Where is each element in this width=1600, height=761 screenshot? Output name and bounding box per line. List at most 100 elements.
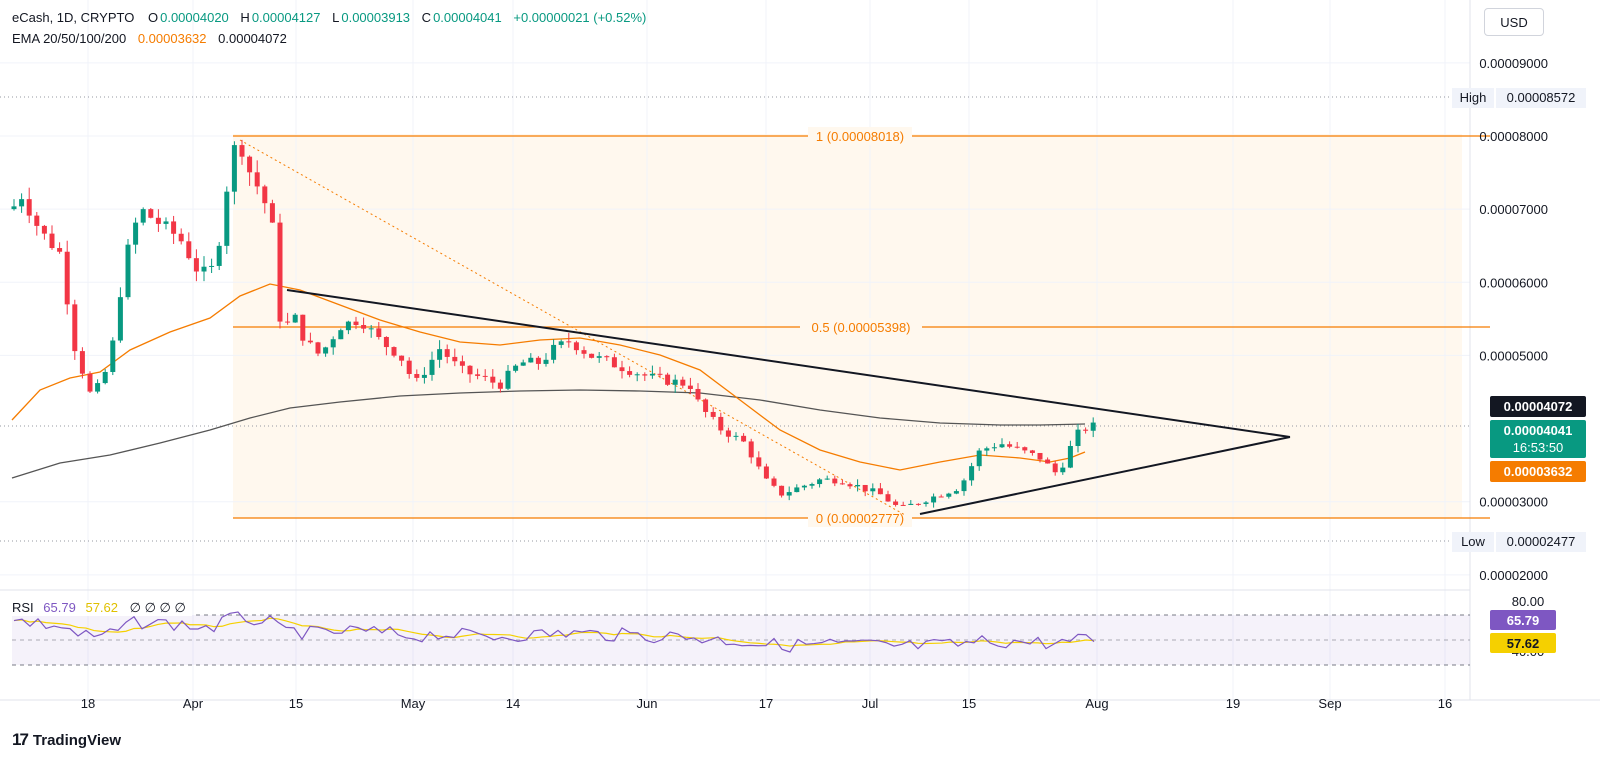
- currency-button[interactable]: USD: [1484, 8, 1544, 36]
- candle: [1083, 427, 1089, 434]
- svg-text:Low: Low: [1461, 534, 1485, 549]
- candle: [832, 475, 838, 487]
- high-value-legend: 0.00004127: [251, 10, 321, 25]
- candle: [573, 340, 579, 355]
- symbol-info[interactable]: eCash, 1D, CRYPTO: [12, 10, 135, 25]
- rsi-label[interactable]: RSI: [12, 600, 34, 615]
- candle: [368, 325, 374, 338]
- rsi-pane: 80.00 40.00 65.79 57.62: [12, 594, 1556, 666]
- candle: [376, 322, 382, 340]
- candle: [444, 344, 450, 364]
- candle: [1007, 441, 1013, 449]
- price-tick-2: 0.00007000: [1479, 202, 1548, 217]
- candle: [148, 207, 154, 219]
- ohlc-legend: eCash, 1D, CRYPTO O 0.00004020 H 0.0000412…: [12, 10, 647, 25]
- candle: [1045, 457, 1051, 464]
- rsi-line: [13, 611, 1095, 653]
- price-tick-0: 0.00009000: [1479, 56, 1548, 71]
- time-tick-2: 15: [289, 696, 303, 711]
- candle: [733, 432, 739, 441]
- candle: [984, 446, 990, 456]
- candle: [262, 184, 268, 214]
- candle: [269, 199, 275, 223]
- high-marker: High 0.00008572: [1452, 88, 1586, 108]
- triangle-upper-line: [286, 289, 1291, 438]
- candle: [201, 256, 207, 282]
- candle: [399, 355, 405, 367]
- rsi-ma-tag: [1490, 633, 1556, 653]
- candle: [323, 346, 329, 357]
- candle: [95, 379, 101, 394]
- candle: [64, 240, 70, 315]
- time-axis[interactable]: 18 Apr 15 May 14 Jun 17 Jul 15 Aug 19 Sep 16: [81, 696, 1452, 711]
- candle: [885, 490, 891, 502]
- time-tick-5: Jun: [637, 696, 658, 711]
- tradingview-logo-icon: 17: [12, 730, 29, 749]
- candle: [361, 317, 367, 334]
- candle: [649, 365, 655, 379]
- candle: [216, 242, 222, 271]
- brand-name: TradingView: [32, 731, 122, 749]
- rsi-value: 65.79: [43, 600, 76, 615]
- candle: [801, 484, 807, 491]
- candle: [786, 486, 792, 501]
- time-tick-9: Aug: [1085, 696, 1108, 711]
- close-value: 0.00004041: [433, 10, 502, 25]
- candle: [497, 379, 503, 393]
- candle: [847, 482, 853, 489]
- time-tick-4: 14: [506, 696, 520, 711]
- candle: [794, 484, 800, 493]
- ema-label[interactable]: EMA 20/50/100/200: [12, 31, 127, 46]
- svg-text:High: High: [1460, 90, 1487, 105]
- candle: [1052, 460, 1058, 476]
- candle: [817, 478, 823, 488]
- tradingview-brand[interactable]: 17 TradingView: [12, 730, 121, 750]
- open-value: 0.00004020: [160, 10, 229, 25]
- candle: [315, 341, 321, 357]
- candle: [938, 494, 944, 498]
- candle: [763, 463, 769, 480]
- candle: [49, 225, 55, 250]
- candle: [102, 369, 108, 385]
- candle: [520, 359, 526, 366]
- candle: [26, 187, 32, 224]
- time-tick-10: 19: [1226, 696, 1240, 711]
- candle: [338, 328, 344, 340]
- candle: [110, 337, 116, 376]
- candle: [551, 339, 557, 364]
- candle: [1014, 441, 1020, 449]
- candle: [224, 186, 230, 255]
- candle: [1060, 462, 1066, 475]
- candle: [611, 353, 617, 368]
- candle: [209, 258, 215, 274]
- candle: [193, 249, 199, 282]
- candle: [1022, 446, 1028, 454]
- candle: [292, 313, 298, 323]
- candle: [247, 155, 253, 186]
- change-value: +0.00000021 (+0.52%): [513, 10, 647, 25]
- fib-label-05: 0.5 (0.00005398): [811, 320, 910, 335]
- candle: [452, 348, 458, 367]
- candle: [467, 365, 473, 383]
- price-tick-4: 0.00005000: [1479, 348, 1548, 363]
- low-marker: Low 0.00002477: [1452, 532, 1586, 552]
- candle: [475, 368, 481, 380]
- fib-label-0: 0 (0.00002777): [816, 511, 904, 526]
- time-tick-7: Jul: [862, 696, 879, 711]
- svg-text:65.79: 65.79: [1507, 613, 1540, 628]
- price-axis[interactable]: 0.00009000 0.00008000 0.00007000 0.00006000…: [1479, 56, 1548, 583]
- candle: [513, 364, 519, 373]
- candle: [946, 492, 952, 499]
- candle: [528, 353, 534, 363]
- candle: [703, 398, 709, 418]
- candle: [680, 376, 686, 389]
- candle: [171, 215, 177, 244]
- candle: [855, 479, 861, 492]
- candle: [741, 433, 747, 443]
- candle: [672, 374, 678, 393]
- price-tick-5: 0.00003000: [1479, 495, 1548, 510]
- candle: [665, 372, 671, 386]
- candle: [900, 501, 906, 506]
- candle: [619, 360, 625, 379]
